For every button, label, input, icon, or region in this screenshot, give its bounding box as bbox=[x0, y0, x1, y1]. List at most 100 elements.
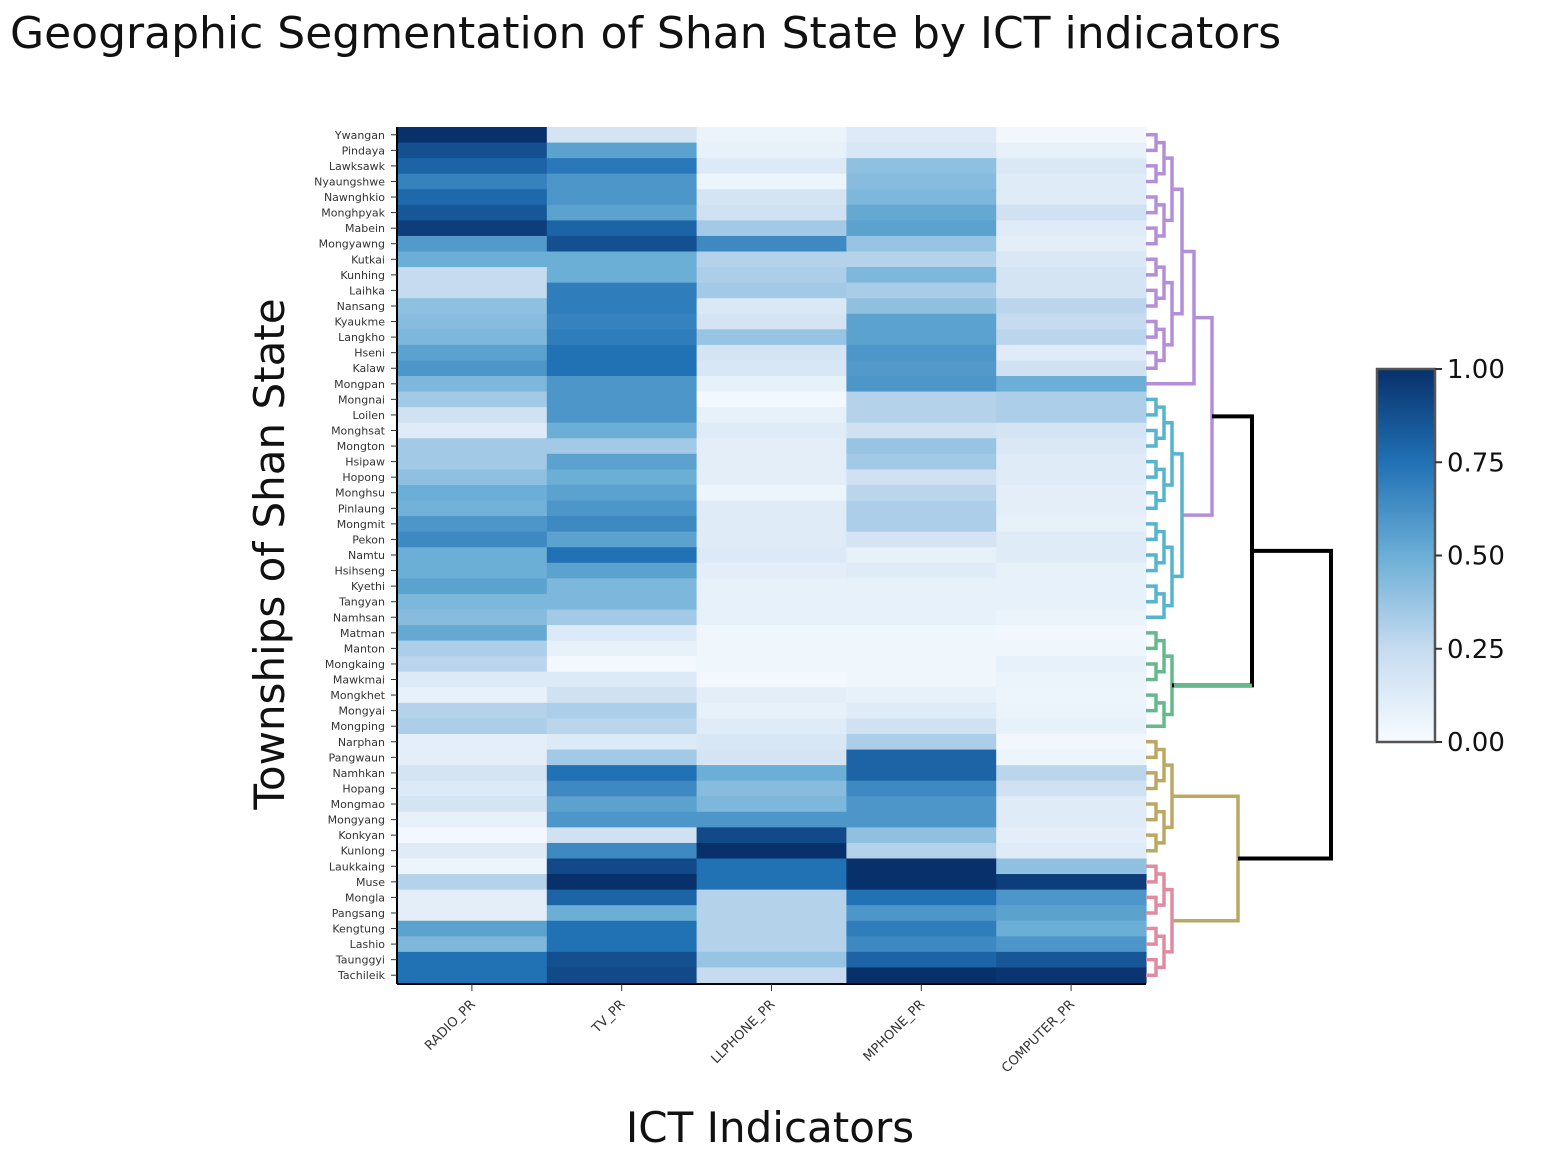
row-label: Konkyan bbox=[338, 829, 385, 842]
heatmap-cell-mongton-mphone_pr bbox=[846, 438, 997, 455]
column-label: COMPUTER_PR bbox=[999, 997, 1078, 1076]
heatmap-cell-ywangan-llphone_pr bbox=[696, 127, 847, 144]
heatmap-cell-hsipaw-mphone_pr bbox=[846, 453, 997, 470]
colorbar-tick-label: 1.00 bbox=[1447, 355, 1505, 385]
heatmap-cell-narphan-computer_pr bbox=[996, 733, 1147, 751]
heatmap-cell-kyethi-mphone_pr bbox=[846, 578, 997, 595]
chart-title: Geographic Segmentation of Shan State by… bbox=[10, 8, 1282, 59]
row-label: Tachileik bbox=[337, 969, 386, 982]
heatmap-cell-pangsang-tv_pr bbox=[546, 905, 698, 922]
dendrogram-branch bbox=[1146, 226, 1158, 246]
dendrogram-branch bbox=[1146, 257, 1158, 277]
dendrogram-branch bbox=[1146, 771, 1158, 791]
heatmap-cell-pangwaun-computer_pr bbox=[996, 749, 1147, 766]
heatmap-cells bbox=[396, 127, 1147, 985]
heatmap-cell-namtu-radio_pr bbox=[397, 547, 548, 564]
row-label: Manton bbox=[344, 642, 385, 655]
row-label: Laukkaing bbox=[329, 860, 385, 873]
row-label: Narphan bbox=[338, 736, 385, 749]
heatmap-cell-lashio-llphone_pr bbox=[696, 936, 847, 953]
heatmap-cell-mongmit-radio_pr bbox=[397, 516, 548, 533]
heatmap-cell-kalaw-llphone_pr bbox=[696, 360, 847, 377]
heatmap-cell-mongmao-radio_pr bbox=[397, 796, 548, 813]
heatmap-cell-pangwaun-mphone_pr bbox=[846, 749, 997, 766]
row-label: Kengtung bbox=[332, 923, 385, 936]
heatmap-cell-laihka-radio_pr bbox=[397, 282, 548, 299]
heatmap-cell-konkyan-radio_pr bbox=[397, 827, 548, 844]
heatmap-cell-nansang-radio_pr bbox=[397, 298, 548, 315]
heatmap-cell-taunggyi-tv_pr bbox=[546, 951, 698, 969]
heatmap-cell-namhsan-computer_pr bbox=[996, 609, 1147, 626]
dendrogram-branch bbox=[1146, 490, 1158, 511]
row-label: Mongton bbox=[337, 440, 385, 453]
heatmap-cell-mawkmai-llphone_pr bbox=[696, 671, 847, 688]
heatmap-cell-kunlong-radio_pr bbox=[397, 842, 548, 860]
row-label: Monghsu bbox=[335, 487, 385, 500]
heatmap-cell-mongkhet-radio_pr bbox=[397, 687, 548, 704]
heatmap-cell-matman-radio_pr bbox=[397, 625, 548, 642]
row-label: Mongla bbox=[345, 891, 385, 904]
row-label: Monghsat bbox=[331, 424, 386, 437]
dendrogram-branch bbox=[1146, 319, 1158, 339]
heatmap-cell-mongyai-tv_pr bbox=[546, 702, 698, 720]
column-label: TV_PR bbox=[589, 997, 629, 1037]
heatmap-cell-laihka-mphone_pr bbox=[846, 282, 997, 299]
row-label: Kutkai bbox=[351, 253, 385, 266]
heatmap-cell-mongpan-mphone_pr bbox=[846, 376, 997, 393]
heatmap-cell-nawnghkio-tv_pr bbox=[546, 189, 698, 206]
heatmap-cell-namhkan-mphone_pr bbox=[846, 765, 997, 782]
heatmap-cell-mongping-tv_pr bbox=[546, 718, 698, 735]
heatmap-cell-pangwaun-tv_pr bbox=[546, 749, 698, 766]
row-label: Mabein bbox=[345, 222, 385, 235]
heatmap-cell-mongping-mphone_pr bbox=[846, 718, 997, 735]
heatmap-cell-narphan-radio_pr bbox=[397, 733, 548, 751]
heatmap-cell-mongmit-tv_pr bbox=[546, 516, 698, 533]
heatmap-cell-lashio-mphone_pr bbox=[846, 936, 997, 953]
heatmap-cell-loilen-llphone_pr bbox=[696, 407, 847, 424]
heatmap-cell-mongping-llphone_pr bbox=[696, 718, 847, 735]
heatmap-cell-muse-llphone_pr bbox=[696, 874, 847, 891]
heatmap-cell-mongnai-mphone_pr bbox=[846, 391, 997, 408]
heatmap-cell-kutkai-tv_pr bbox=[546, 251, 698, 268]
dendrogram-branch bbox=[1146, 133, 1158, 153]
heatmap-cell-mongton-llphone_pr bbox=[696, 438, 847, 455]
heatmap-cell-matman-mphone_pr bbox=[846, 625, 997, 642]
heatmap-cell-mongnai-tv_pr bbox=[546, 391, 698, 408]
heatmap-cell-kunhing-radio_pr bbox=[397, 267, 548, 284]
heatmap-cell-hsipaw-computer_pr bbox=[996, 453, 1147, 470]
row-label: Mawkmai bbox=[333, 674, 385, 687]
dendrogram-branch bbox=[1146, 397, 1158, 417]
heatmap-cell-pindaya-llphone_pr bbox=[696, 142, 847, 159]
heatmap-cell-kyethi-llphone_pr bbox=[696, 578, 847, 595]
heatmap-cell-nyaungshwe-llphone_pr bbox=[696, 173, 847, 190]
colorbar-tick-label: 0.25 bbox=[1447, 635, 1505, 665]
heatmap-cell-mongkaing-computer_pr bbox=[996, 656, 1147, 673]
heatmap-cell-mongmao-tv_pr bbox=[546, 796, 698, 813]
heatmap-cell-muse-tv_pr bbox=[546, 874, 698, 891]
dendrogram-branch bbox=[1146, 957, 1158, 977]
heatmap-cell-mongpan-llphone_pr bbox=[696, 376, 847, 393]
heatmap-cell-mongmit-mphone_pr bbox=[846, 516, 997, 533]
heatmap-cell-mongyang-llphone_pr bbox=[696, 811, 847, 828]
dendrogram-branch bbox=[1146, 693, 1158, 713]
column-label: RADIO_PR bbox=[422, 997, 478, 1053]
heatmap-cell-namtu-llphone_pr bbox=[696, 547, 847, 564]
colorbar: 0.00 0.25 0.50 0.75 1.00 bbox=[1375, 355, 1505, 758]
heatmap-cell-kyaukme-radio_pr bbox=[397, 313, 548, 330]
heatmap-cell-pinlaung-computer_pr bbox=[996, 500, 1147, 517]
dendrogram-branch bbox=[1146, 288, 1158, 308]
heatmap-cell-namhsan-llphone_pr bbox=[696, 609, 847, 626]
dendrogram-branch bbox=[1146, 895, 1158, 915]
heatmap-cell-namhkan-llphone_pr bbox=[696, 765, 847, 782]
dendrogram-branch bbox=[1146, 864, 1158, 884]
row-label: Mongmao bbox=[331, 798, 386, 811]
heatmap-cell-hsipaw-radio_pr bbox=[397, 453, 548, 470]
heatmap-cell-nyaungshwe-computer_pr bbox=[996, 173, 1147, 190]
heatmap-cell-manton-llphone_pr bbox=[696, 640, 847, 657]
heatmap-cell-laukkaing-computer_pr bbox=[996, 858, 1147, 875]
row-label: Pekon bbox=[352, 533, 385, 546]
heatmap-cell-narphan-mphone_pr bbox=[846, 733, 997, 751]
heatmap-cell-pindaya-radio_pr bbox=[397, 142, 548, 159]
heatmap-cell-mongyai-computer_pr bbox=[996, 702, 1147, 720]
heatmap-cell-monghsat-llphone_pr bbox=[696, 422, 847, 439]
